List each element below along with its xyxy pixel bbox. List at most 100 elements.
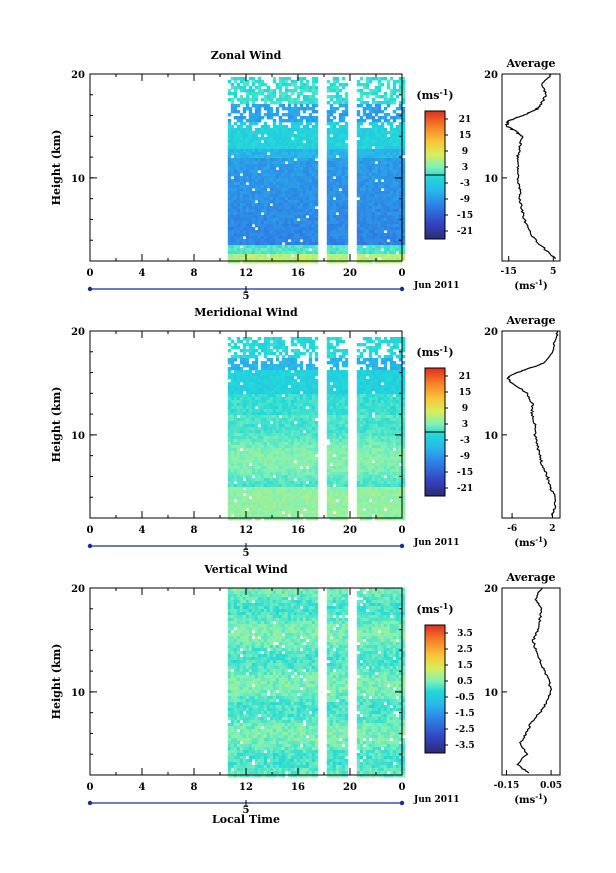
heatmap-cell <box>257 80 262 84</box>
heatmap-cell <box>383 146 388 150</box>
heatmap-cell <box>245 436 250 440</box>
heatmap-cell <box>308 155 313 159</box>
heatmap-cell <box>275 475 280 479</box>
heatmap-cell <box>281 209 286 213</box>
heatmap-cell <box>326 466 331 470</box>
heatmap-cell <box>254 224 259 228</box>
heatmap-cell <box>242 364 247 368</box>
heatmap-cell <box>248 433 253 437</box>
heatmap-cell <box>338 248 343 252</box>
heatmap-cell <box>287 478 292 482</box>
heatmap-cell <box>293 242 298 246</box>
heatmap-cell <box>293 251 298 255</box>
heatmap-cell <box>293 152 298 156</box>
heatmap-cell <box>281 158 286 162</box>
heatmap-cell <box>335 343 340 347</box>
heatmap-cell <box>362 107 367 111</box>
heatmap-cell <box>338 430 343 434</box>
heatmap-cell <box>344 113 349 117</box>
heatmap-cell <box>287 496 292 500</box>
heatmap-cell <box>227 481 232 485</box>
heatmap-cell <box>332 460 337 464</box>
heatmap-cell <box>329 415 334 419</box>
heatmap-cell <box>245 152 250 156</box>
heatmap-cell <box>281 508 286 512</box>
heatmap-cell <box>302 436 307 440</box>
heatmap-cell <box>308 418 313 422</box>
heatmap-cell <box>332 233 337 237</box>
heatmap-cell <box>386 209 391 213</box>
heatmap-cell <box>392 146 397 150</box>
heatmap-cell <box>299 77 304 81</box>
heatmap-cell <box>338 152 343 156</box>
heatmap-cell <box>272 176 277 180</box>
heatmap-cell <box>239 481 244 485</box>
heatmap-cell <box>395 245 400 249</box>
heatmap-cell <box>395 230 400 234</box>
heatmap-cell <box>272 346 277 350</box>
heatmap-cell <box>338 475 343 479</box>
heatmap-cell <box>248 230 253 234</box>
heatmap-cell <box>332 239 337 243</box>
heatmap-cell <box>290 128 295 132</box>
heatmap-cell <box>227 415 232 419</box>
heatmap-cell <box>257 409 262 413</box>
heatmap-cell <box>266 403 271 407</box>
heatmap-cell <box>257 415 262 419</box>
heatmap-cell <box>329 496 334 500</box>
heatmap-cell <box>308 152 313 156</box>
heatmap-cell <box>281 469 286 473</box>
heatmap-cell <box>272 514 277 518</box>
heatmap-cell <box>290 439 295 443</box>
heatmap-cell <box>272 385 277 389</box>
heatmap-cell <box>254 472 259 476</box>
heatmap-cell <box>335 131 340 135</box>
heatmap-cell <box>272 212 277 216</box>
heatmap-cell <box>248 373 253 377</box>
heatmap-cell <box>233 206 238 210</box>
heatmap-cell <box>302 493 307 497</box>
heatmap-cell <box>326 128 331 132</box>
heatmap-cell <box>260 179 265 183</box>
heatmap-cell <box>305 161 310 165</box>
heatmap-cell <box>401 149 406 153</box>
heatmap-cell <box>314 427 319 431</box>
heatmap-cell <box>278 89 283 93</box>
heatmap-cell <box>326 346 331 350</box>
heatmap-cell <box>269 197 274 201</box>
heatmap-cell <box>290 445 295 449</box>
heatmap-cell <box>299 499 304 503</box>
heatmap-cell <box>248 460 253 464</box>
heatmap-cell <box>263 128 268 132</box>
heatmap-cell <box>287 388 292 392</box>
heatmap-cell <box>233 194 238 198</box>
heatmap-cell <box>359 134 364 138</box>
heatmap-cell <box>356 173 361 177</box>
heatmap-cell <box>311 481 316 485</box>
heatmap-cell <box>263 164 268 168</box>
heatmap-cell <box>302 131 307 135</box>
heatmap-cell <box>335 478 340 482</box>
heatmap-cell <box>383 236 388 240</box>
heatmap-cell <box>314 484 319 488</box>
heatmap-cell <box>272 343 277 347</box>
heatmap-cell <box>344 242 349 246</box>
heatmap-cell <box>260 209 265 213</box>
heatmap-cell <box>311 251 316 255</box>
heatmap-cell <box>233 364 238 368</box>
heatmap-cell <box>242 98 247 102</box>
heatmap-cell <box>374 128 379 132</box>
heatmap-cell <box>293 236 298 240</box>
heatmap-cell <box>374 173 379 177</box>
heatmap-cell <box>272 391 277 395</box>
heatmap-cell <box>281 397 286 401</box>
heatmap-cell <box>311 119 316 123</box>
heatmap-cell <box>236 409 241 413</box>
heatmap-cell <box>284 173 289 177</box>
heatmap-cell <box>329 167 334 171</box>
heatmap-cell <box>269 502 274 506</box>
heatmap-cell <box>302 209 307 213</box>
heatmap-cell <box>281 475 286 479</box>
heatmap-cell <box>251 478 256 482</box>
heatmap-cell <box>341 260 346 264</box>
